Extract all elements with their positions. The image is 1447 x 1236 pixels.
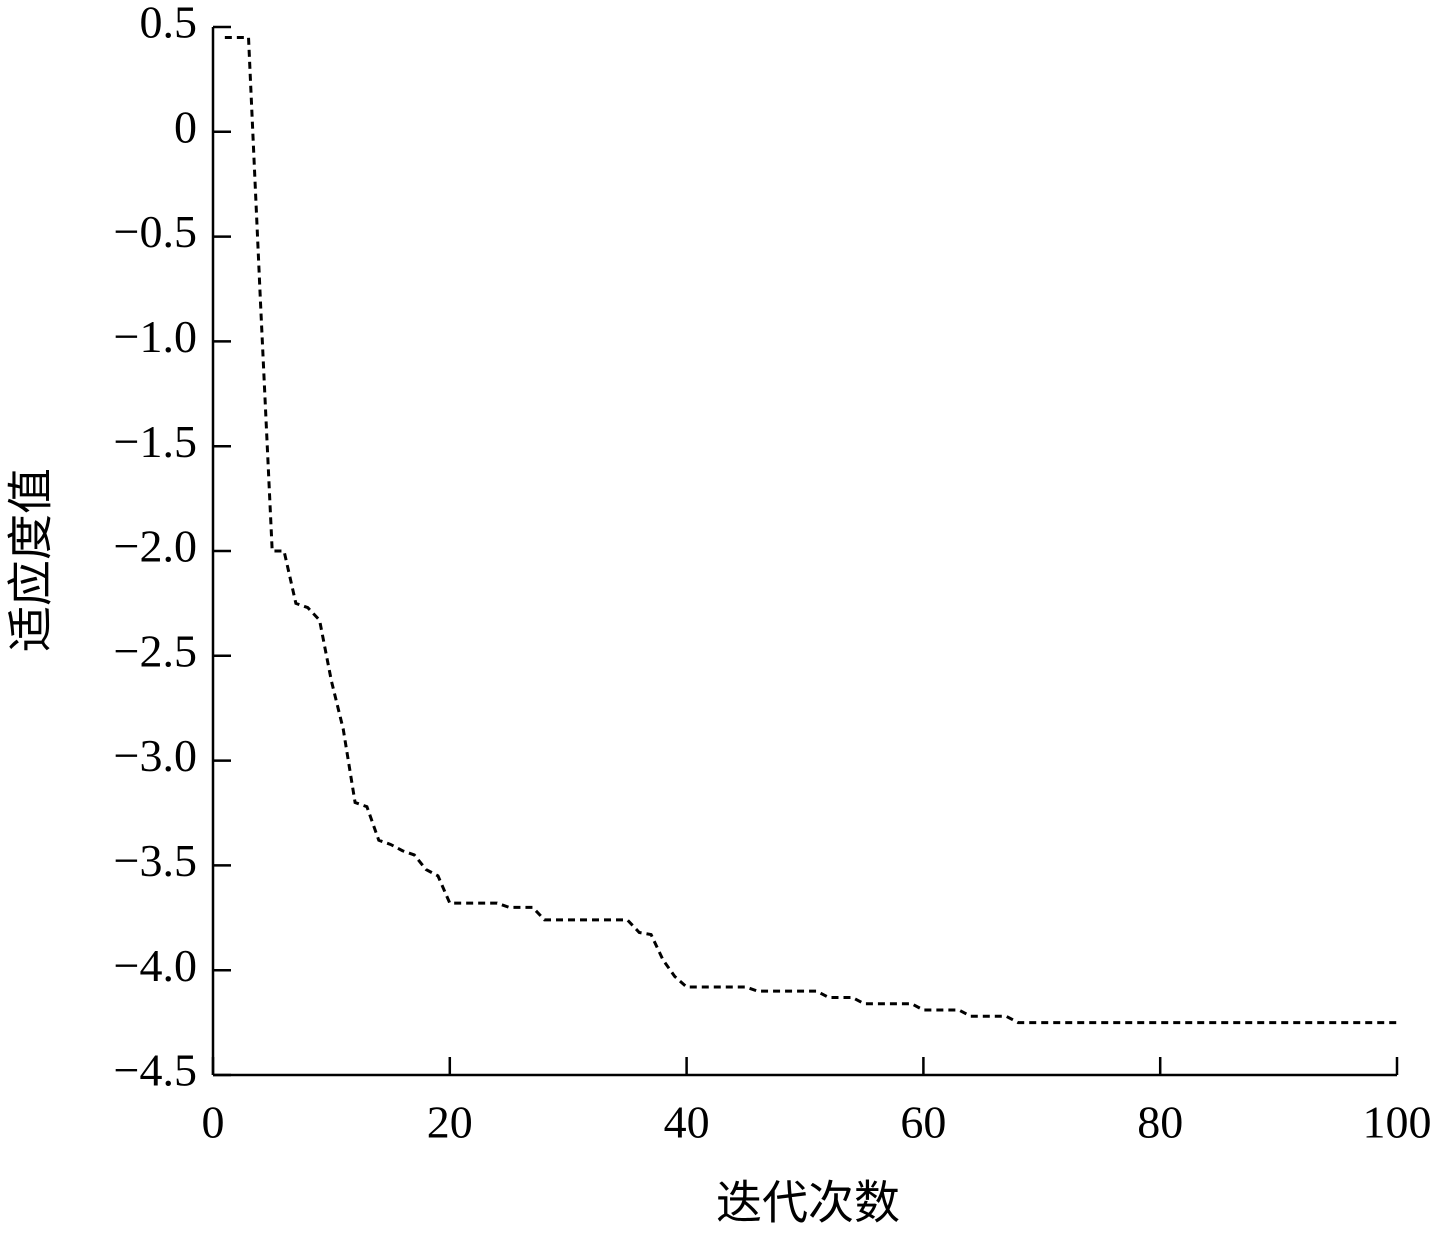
x-tick-label: 80 [1137, 1097, 1183, 1148]
y-tick-label: −3.5 [114, 835, 197, 886]
y-axis-label: 适应度值 [6, 468, 57, 652]
y-tick-label: −4.0 [114, 940, 197, 991]
x-tick-label: 60 [900, 1097, 946, 1148]
y-tick-label: −4.5 [114, 1045, 197, 1096]
y-tick-label: −2.0 [114, 521, 197, 572]
y-tick-label: −3.0 [114, 730, 197, 781]
y-tick-label: −0.5 [114, 206, 197, 257]
x-tick-label: 40 [664, 1097, 710, 1148]
y-tick-label: 0.5 [140, 0, 198, 48]
y-tick-label: −1.0 [114, 311, 197, 362]
x-axis-label: 迭代次数 [716, 1178, 900, 1229]
x-tick-label: 100 [1363, 1097, 1432, 1148]
x-tick-label: 0 [202, 1097, 225, 1148]
y-tick-label: 0 [174, 101, 197, 152]
x-tick-label: 20 [427, 1097, 473, 1148]
y-tick-label: −2.5 [114, 625, 197, 676]
line [224, 35, 1397, 1025]
y-tick-label: −1.5 [114, 416, 197, 467]
